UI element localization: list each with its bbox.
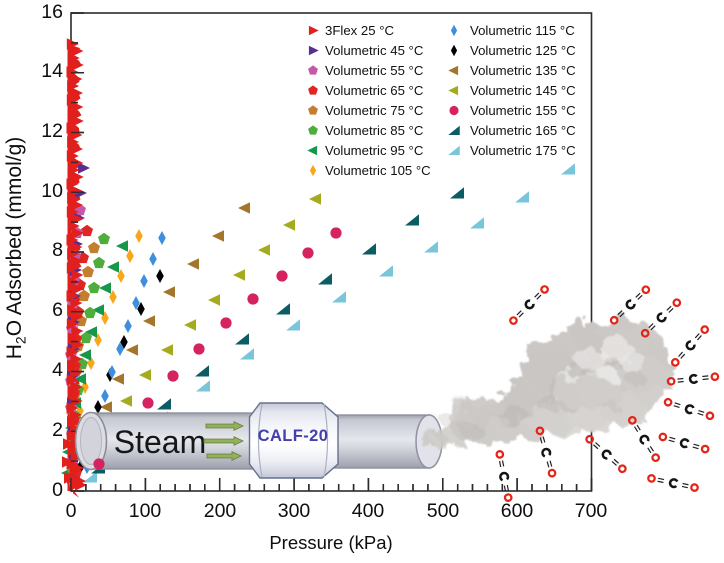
svg-text:H2O Adsorbed (mmol/g): H2O Adsorbed (mmol/g) (3, 137, 29, 360)
svg-text:6: 6 (52, 299, 63, 321)
svg-text:Volumetric 125 °C: Volumetric 125 °C (470, 43, 576, 58)
svg-text:Steam: Steam (114, 424, 206, 460)
svg-text:Volumetric 75 °C: Volumetric 75 °C (325, 103, 424, 118)
svg-text:10: 10 (41, 180, 63, 202)
svg-text:400: 400 (352, 500, 385, 522)
svg-text:700: 700 (575, 500, 608, 522)
svg-text:600: 600 (501, 500, 534, 522)
svg-text:CALF-20: CALF-20 (258, 427, 329, 445)
svg-text:0: 0 (66, 500, 77, 522)
svg-text:8: 8 (52, 239, 63, 261)
svg-text:4: 4 (52, 359, 63, 381)
svg-text:300: 300 (278, 500, 311, 522)
svg-text:2: 2 (52, 419, 63, 441)
svg-text:12: 12 (41, 120, 63, 142)
svg-text:3Flex 25 °C: 3Flex 25 °C (325, 23, 395, 38)
svg-text:14: 14 (41, 60, 63, 82)
svg-text:Volumetric 155 °C: Volumetric 155 °C (470, 103, 576, 118)
svg-text:Volumetric 95 °C: Volumetric 95 °C (325, 143, 424, 158)
svg-text:100: 100 (129, 500, 162, 522)
svg-text:Volumetric 165 °C: Volumetric 165 °C (470, 123, 576, 138)
svg-text:Volumetric 85 °C: Volumetric 85 °C (325, 123, 424, 138)
svg-text:Volumetric 145 °C: Volumetric 145 °C (470, 83, 576, 98)
svg-text:Volumetric 135 °C: Volumetric 135 °C (470, 63, 576, 78)
svg-text:200: 200 (204, 500, 237, 522)
svg-text:16: 16 (41, 1, 63, 23)
svg-text:Volumetric 65 °C: Volumetric 65 °C (325, 83, 424, 98)
svg-text:Volumetric 175 °C: Volumetric 175 °C (470, 143, 576, 158)
svg-text:500: 500 (427, 500, 460, 522)
svg-text:Volumetric 45 °C: Volumetric 45 °C (325, 43, 424, 58)
svg-text:Volumetric 105 °C: Volumetric 105 °C (325, 163, 431, 178)
svg-text:0: 0 (52, 479, 63, 501)
svg-text:Volumetric 115 °C: Volumetric 115 °C (470, 23, 575, 38)
svg-text:Volumetric 55 °C: Volumetric 55 °C (325, 63, 424, 78)
svg-text:Pressure (kPa): Pressure (kPa) (269, 532, 392, 553)
